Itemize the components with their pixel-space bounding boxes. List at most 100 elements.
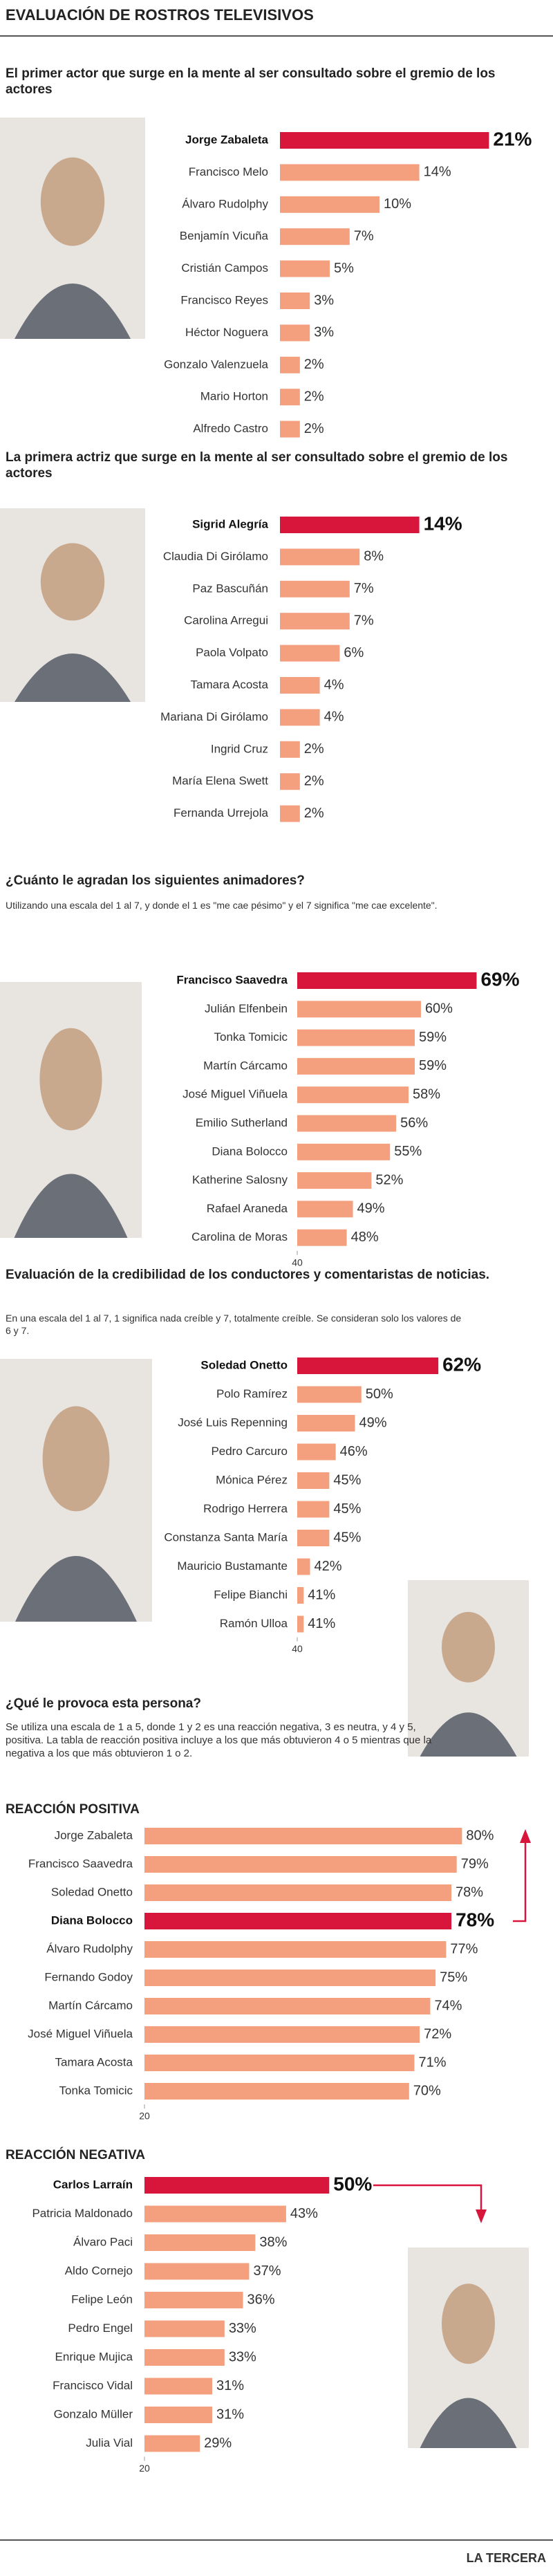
bar <box>297 1587 304 1604</box>
category-label: Pedro Engel <box>68 2322 133 2335</box>
category-label: Héctor Noguera <box>185 326 269 339</box>
x-tick-label: 40 <box>292 1257 303 1268</box>
bar <box>297 1615 304 1633</box>
value-label: 2% <box>304 741 324 757</box>
arrow <box>513 1836 527 1922</box>
value-label: 8% <box>364 549 384 564</box>
value-label: 58% <box>413 1086 440 1102</box>
bar <box>297 1501 330 1518</box>
value-label: 48% <box>351 1230 379 1245</box>
bar <box>297 1415 355 1431</box>
bar <box>144 2435 200 2452</box>
value-label: 77% <box>450 1941 478 1956</box>
value-label: 71% <box>418 2055 446 2070</box>
category-label: Francisco Reyes <box>180 293 268 306</box>
bar <box>297 1143 391 1160</box>
bar <box>297 1443 336 1461</box>
value-label: 74% <box>434 1998 462 2013</box>
value-label: 49% <box>357 1201 385 1216</box>
photo-head <box>40 543 105 621</box>
category-label: Soledad Onetto <box>200 1358 288 1371</box>
category-label: Tonka Tomicic <box>214 1030 288 1044</box>
chart-title: REACCIÓN POSITIVA <box>6 1802 140 1817</box>
x-tick-label: 40 <box>292 1643 303 1654</box>
value-label: 50% <box>366 1387 393 1402</box>
bar <box>297 1029 415 1046</box>
value-label: 5% <box>334 261 354 276</box>
value-label: 70% <box>413 2083 441 2098</box>
value-label: 3% <box>314 325 334 340</box>
category-label: Gonzalo Valenzuela <box>164 358 268 371</box>
bar <box>144 2234 256 2251</box>
category-label: Julia Vial <box>86 2436 133 2449</box>
photo-body <box>15 284 131 339</box>
bar <box>280 645 340 662</box>
value-label: 46% <box>340 1444 368 1459</box>
chart-subtitle: Utilizando una escala del 1 al 7, y dond… <box>6 900 438 911</box>
value-label: 69% <box>480 968 519 990</box>
category-label: Carolina de Moras <box>191 1230 288 1243</box>
category-label: Cristián Campos <box>181 261 268 275</box>
bar <box>297 1530 330 1546</box>
bar <box>297 1558 310 1575</box>
bar <box>297 1057 415 1075</box>
arrow-head <box>520 1829 531 1843</box>
bar <box>144 2407 212 2423</box>
bar <box>144 2263 250 2280</box>
value-label: 6% <box>344 645 364 660</box>
value-label: 80% <box>466 1828 494 1843</box>
category-label: Francisco Saavedra <box>28 1857 133 1870</box>
category-label: Mariana Di Girólamo <box>160 710 268 723</box>
category-label: Tamara Acosta <box>191 678 269 691</box>
category-label: Álvaro Rudolphy <box>182 197 268 210</box>
bar <box>144 2349 225 2366</box>
photo-body <box>420 2398 517 2448</box>
arrow <box>373 2184 482 2213</box>
value-label: 36% <box>247 2292 275 2307</box>
category-label: Patricia Maldonado <box>32 2207 133 2220</box>
bar <box>280 132 489 149</box>
photo-body <box>420 1712 517 1757</box>
value-label: 21% <box>493 128 532 149</box>
value-label: 31% <box>216 2378 244 2393</box>
value-label: 56% <box>400 1115 428 1131</box>
value-label: 75% <box>440 1970 467 1985</box>
value-label: 41% <box>308 1587 335 1602</box>
category-label: José Miguel Viñuela <box>182 1088 288 1101</box>
category-label: Francisco Vidal <box>53 2379 133 2392</box>
bar <box>280 805 300 822</box>
bar <box>280 580 350 597</box>
category-label: Katherine Salosny <box>192 1174 288 1187</box>
bar <box>144 2205 286 2223</box>
bar <box>144 1856 457 1873</box>
value-label: 2% <box>304 773 324 788</box>
photo-head <box>442 1611 495 1683</box>
bar <box>280 741 300 758</box>
value-label: 60% <box>425 1001 453 1017</box>
photo-head <box>40 157 105 246</box>
category-label: Polo Ramírez <box>216 1387 288 1400</box>
category-label: Soledad Onetto <box>51 1885 133 1898</box>
category-label: Rafael Araneda <box>207 1202 288 1215</box>
bar <box>280 356 300 373</box>
section-title: ¿Qué le provoca esta persona? <box>6 1696 201 1711</box>
bar <box>297 1201 353 1218</box>
category-label: Mónica Pérez <box>216 1473 288 1486</box>
category-label: Alfredo Castro <box>193 422 268 435</box>
bar <box>144 2055 415 2071</box>
category-label: Emilio Sutherland <box>196 1116 288 1129</box>
value-label: 59% <box>419 1030 447 1045</box>
category-label: Claudia Di Girólamo <box>163 550 268 563</box>
bar <box>144 2177 330 2194</box>
value-label: 79% <box>461 1856 489 1871</box>
bar <box>280 420 300 438</box>
category-label: Ingrid Cruz <box>211 742 268 755</box>
bar <box>280 228 350 245</box>
page-title: EVALUACIÓN DE ROSTROS TELEVISIVOS <box>6 6 314 24</box>
category-label: Fernanda Urrejola <box>174 806 269 819</box>
category-label: Jorge Zabaleta <box>55 1828 133 1842</box>
bar <box>280 293 310 309</box>
chart-title: El primer actor que surge en la mente al… <box>6 66 496 97</box>
category-label: Tamara Acosta <box>55 2055 133 2068</box>
